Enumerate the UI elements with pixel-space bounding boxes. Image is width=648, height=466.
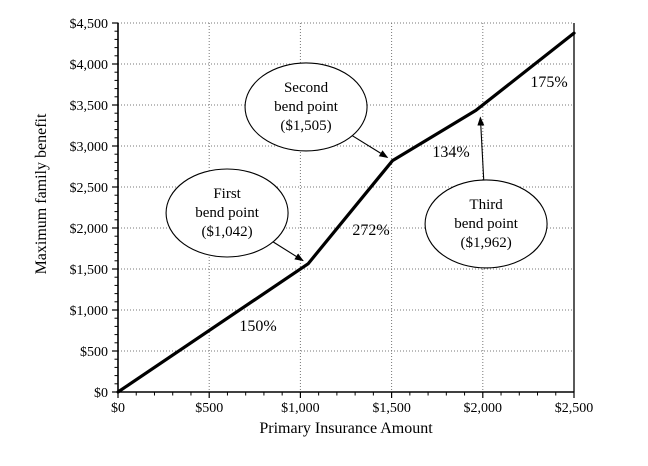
y-tick-label: $2,000 xyxy=(70,222,109,237)
annotation-arrow xyxy=(477,116,485,181)
annotation-ellipse xyxy=(424,179,548,269)
y-tick-label: $0 xyxy=(94,386,108,401)
segment-rate-label: 272% xyxy=(352,222,389,239)
y-tick-label: $500 xyxy=(80,345,108,360)
annotation-text-line: ($1,962) xyxy=(460,235,511,251)
bend-point-annotation: Second bend point ($1,505) xyxy=(244,62,389,158)
x-tick-label: $1,500 xyxy=(372,401,411,416)
annotation-text-line: bend point xyxy=(195,205,260,221)
x-tick-label: $1,000 xyxy=(281,401,320,416)
y-tick-label: $3,500 xyxy=(70,99,109,114)
x-tick-label: $500 xyxy=(195,401,223,416)
y-tick-label: $4,000 xyxy=(70,58,109,73)
axes: $0 $500 $1,000 $1,500 $2,000 $2,500 $0 $500 $1,0… xyxy=(70,17,594,416)
segment-rate-label: 134% xyxy=(432,144,469,161)
annotation-ellipse xyxy=(244,62,368,152)
annotation-text-line: bend point xyxy=(274,99,339,115)
y-tick-label: $3,000 xyxy=(70,140,109,155)
x-tick-label: $2,000 xyxy=(464,401,503,416)
annotation-ellipse xyxy=(165,168,289,258)
annotation-text-line: ($1,042) xyxy=(201,224,252,240)
segment-rate-label: 150% xyxy=(239,318,276,335)
y-tick-label: $2,500 xyxy=(70,181,109,196)
annotation-arrow xyxy=(352,135,389,158)
annotations: First bend point ($1,042) Second bend point (… xyxy=(165,62,548,269)
annotation-text-line: First xyxy=(213,186,241,202)
annotation-text-line: ($1,505) xyxy=(280,118,331,134)
segment-rate-label: 175% xyxy=(530,74,567,91)
benefit-formula-line xyxy=(116,31,576,394)
annotation-text-line: bend point xyxy=(454,216,519,232)
x-axis-title: Primary Insurance Amount xyxy=(259,420,433,437)
bend-point-annotation: First bend point ($1,042) xyxy=(165,168,304,262)
segment-rate-labels: 150% 272% 134% 175% xyxy=(239,74,567,335)
annotation-arrow xyxy=(272,241,304,262)
x-tick-label: $0 xyxy=(111,401,125,416)
y-tick-label: $1,000 xyxy=(70,304,109,319)
y-tick-label: $4,500 xyxy=(70,17,109,32)
y-axis-title: Maximum family benefit xyxy=(33,113,50,274)
annotation-text-line: Second xyxy=(284,80,329,96)
annotation-text-line: Third xyxy=(469,197,503,213)
x-tick-label: $2,500 xyxy=(555,401,594,416)
bend-point-annotation: Third bend point ($1,962) xyxy=(424,116,548,269)
y-tick-label: $1,500 xyxy=(70,263,109,278)
data-series xyxy=(116,31,576,394)
